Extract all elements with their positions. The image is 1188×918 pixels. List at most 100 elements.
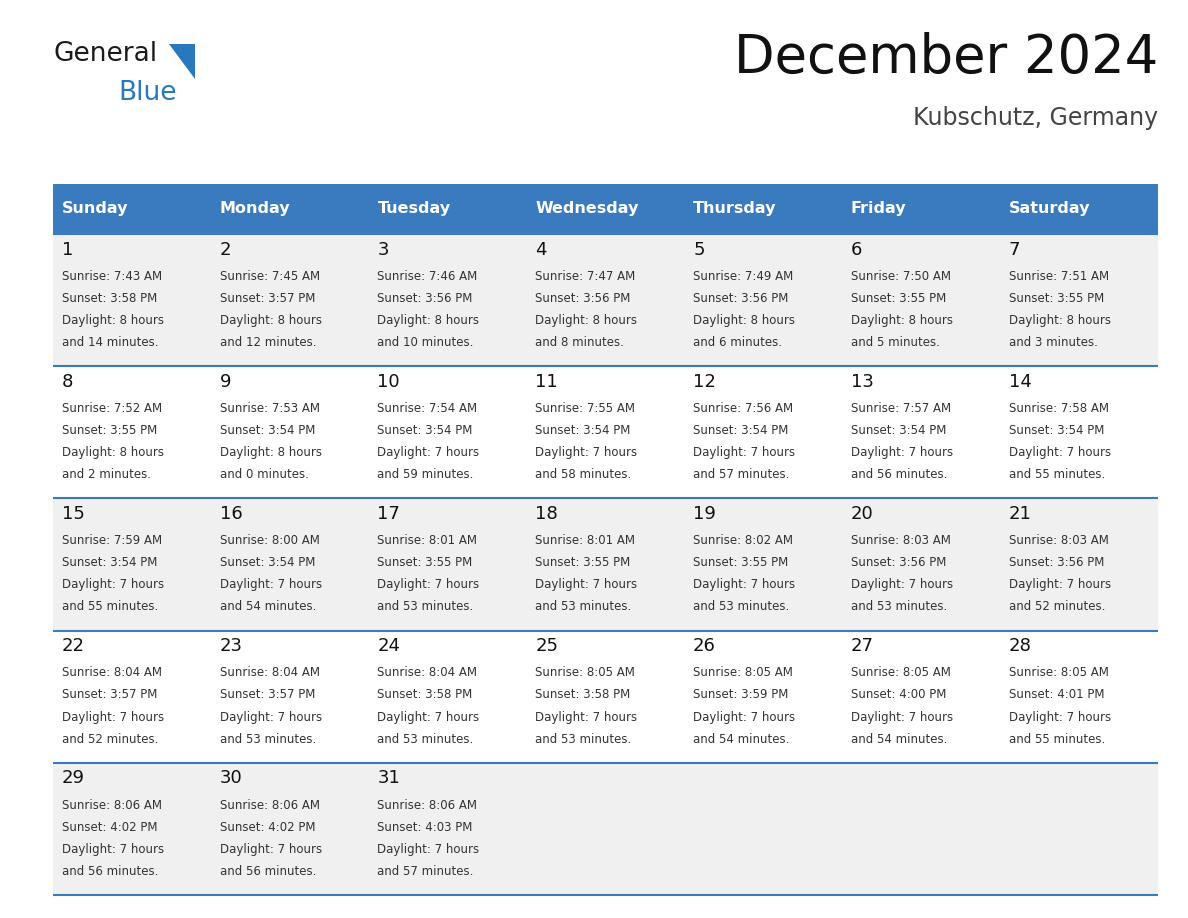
Text: Daylight: 8 hours: Daylight: 8 hours [62,446,164,459]
Text: 18: 18 [536,505,558,523]
Text: Sunset: 4:03 PM: Sunset: 4:03 PM [378,821,473,834]
Text: and 54 minutes.: and 54 minutes. [693,733,790,745]
Text: 16: 16 [220,505,242,523]
Text: Kubschutz, Germany: Kubschutz, Germany [914,106,1158,129]
Text: and 56 minutes.: and 56 minutes. [62,865,158,878]
Text: Sunset: 3:54 PM: Sunset: 3:54 PM [62,556,157,569]
Text: 24: 24 [378,637,400,655]
Text: and 59 minutes.: and 59 minutes. [378,468,474,481]
Text: 15: 15 [62,505,84,523]
Text: Daylight: 7 hours: Daylight: 7 hours [220,843,322,856]
Text: Daylight: 7 hours: Daylight: 7 hours [378,446,480,459]
Text: Sunrise: 8:03 AM: Sunrise: 8:03 AM [851,534,950,547]
Text: Sunset: 4:02 PM: Sunset: 4:02 PM [62,821,157,834]
Text: Daylight: 7 hours: Daylight: 7 hours [62,578,164,591]
Text: Blue: Blue [119,80,177,106]
Bar [1000,366,1158,498]
Text: Sunset: 3:55 PM: Sunset: 3:55 PM [62,424,157,437]
Text: Wednesday: Wednesday [536,201,639,217]
Bar [527,366,684,498]
Text: and 56 minutes.: and 56 minutes. [851,468,947,481]
Text: Sunrise: 8:01 AM: Sunrise: 8:01 AM [378,534,478,547]
Text: 11: 11 [536,373,558,391]
Text: December 2024: December 2024 [734,32,1158,84]
Text: and 12 minutes.: and 12 minutes. [220,336,316,349]
Text: Daylight: 7 hours: Daylight: 7 hours [62,843,164,856]
Bar [369,498,527,631]
Text: 28: 28 [1009,637,1031,655]
Text: and 55 minutes.: and 55 minutes. [62,600,158,613]
Bar [527,631,684,763]
Text: Sunset: 3:57 PM: Sunset: 3:57 PM [220,688,315,701]
Bar [53,366,211,498]
Text: 12: 12 [693,373,716,391]
Text: and 53 minutes.: and 53 minutes. [536,733,632,745]
Text: Daylight: 7 hours: Daylight: 7 hours [1009,711,1111,723]
Bar [211,498,369,631]
Bar [842,184,1000,234]
Text: Sunrise: 7:56 AM: Sunrise: 7:56 AM [693,402,794,415]
Text: Sunset: 3:55 PM: Sunset: 3:55 PM [851,292,946,305]
Text: and 2 minutes.: and 2 minutes. [62,468,151,481]
Text: Daylight: 7 hours: Daylight: 7 hours [851,446,953,459]
Text: 14: 14 [1009,373,1031,391]
Bar [53,498,211,631]
Bar [369,234,527,366]
Text: Sunset: 3:55 PM: Sunset: 3:55 PM [536,556,631,569]
Text: Sunrise: 7:47 AM: Sunrise: 7:47 AM [536,270,636,283]
Bar [842,234,1000,366]
Bar [369,366,527,498]
Bar [842,366,1000,498]
Text: 8: 8 [62,373,74,391]
Text: Sunrise: 8:05 AM: Sunrise: 8:05 AM [1009,666,1108,679]
Text: and 53 minutes.: and 53 minutes. [378,600,474,613]
Text: Sunset: 3:54 PM: Sunset: 3:54 PM [220,556,315,569]
Text: Sunset: 3:57 PM: Sunset: 3:57 PM [62,688,157,701]
Polygon shape [169,44,195,79]
Bar [369,763,527,895]
Text: Sunrise: 7:46 AM: Sunrise: 7:46 AM [378,270,478,283]
Text: Sunrise: 8:04 AM: Sunrise: 8:04 AM [378,666,478,679]
Text: Sunrise: 8:06 AM: Sunrise: 8:06 AM [220,799,320,812]
Text: and 57 minutes.: and 57 minutes. [693,468,790,481]
Text: Daylight: 7 hours: Daylight: 7 hours [220,711,322,723]
Text: Daylight: 7 hours: Daylight: 7 hours [851,711,953,723]
Text: Daylight: 7 hours: Daylight: 7 hours [62,711,164,723]
Text: Sunrise: 8:04 AM: Sunrise: 8:04 AM [62,666,162,679]
Text: Sunset: 3:56 PM: Sunset: 3:56 PM [693,292,789,305]
Text: and 57 minutes.: and 57 minutes. [378,865,474,878]
Bar [369,184,527,234]
Text: Sunrise: 7:51 AM: Sunrise: 7:51 AM [1009,270,1108,283]
Text: Sunrise: 7:45 AM: Sunrise: 7:45 AM [220,270,320,283]
Text: Daylight: 8 hours: Daylight: 8 hours [62,314,164,327]
Text: Sunrise: 8:01 AM: Sunrise: 8:01 AM [536,534,636,547]
Text: and 58 minutes.: and 58 minutes. [536,468,632,481]
Text: Daylight: 7 hours: Daylight: 7 hours [1009,446,1111,459]
Text: and 5 minutes.: and 5 minutes. [851,336,940,349]
Text: and 10 minutes.: and 10 minutes. [378,336,474,349]
Text: General: General [53,41,158,67]
Text: Daylight: 8 hours: Daylight: 8 hours [851,314,953,327]
Text: Sunrise: 8:02 AM: Sunrise: 8:02 AM [693,534,794,547]
Text: Sunrise: 7:52 AM: Sunrise: 7:52 AM [62,402,162,415]
Text: Daylight: 8 hours: Daylight: 8 hours [378,314,480,327]
Text: Daylight: 7 hours: Daylight: 7 hours [536,578,638,591]
Text: Sunset: 3:54 PM: Sunset: 3:54 PM [851,424,947,437]
Text: Tuesday: Tuesday [378,201,450,217]
Text: Sunday: Sunday [62,201,128,217]
Text: Daylight: 7 hours: Daylight: 7 hours [220,578,322,591]
Text: Sunset: 3:55 PM: Sunset: 3:55 PM [1009,292,1104,305]
Text: Sunset: 3:58 PM: Sunset: 3:58 PM [62,292,157,305]
Text: Sunrise: 8:05 AM: Sunrise: 8:05 AM [693,666,792,679]
Bar [842,763,1000,895]
Text: Daylight: 8 hours: Daylight: 8 hours [1009,314,1111,327]
Text: 9: 9 [220,373,232,391]
Bar [684,498,842,631]
Text: Sunrise: 7:49 AM: Sunrise: 7:49 AM [693,270,794,283]
Bar [527,184,684,234]
Text: Sunset: 3:55 PM: Sunset: 3:55 PM [693,556,789,569]
Text: Daylight: 8 hours: Daylight: 8 hours [220,446,322,459]
Text: and 52 minutes.: and 52 minutes. [62,733,158,745]
Text: 27: 27 [851,637,874,655]
Text: Thursday: Thursday [693,201,777,217]
